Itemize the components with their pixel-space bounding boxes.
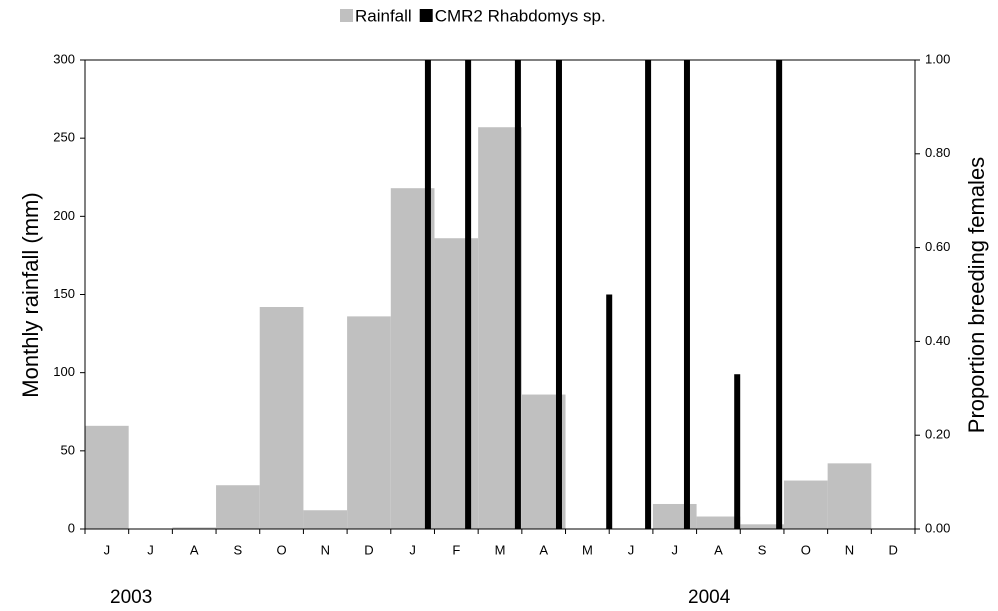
x-tick-label: J [628,542,635,557]
bar [172,527,217,529]
x-tick-label: J [104,542,111,557]
y-tick-label: 250 [53,130,75,145]
x-tick-label: A [539,542,548,557]
bar [783,480,828,529]
x-tick-label: M [582,542,593,557]
y-axis-title: Monthly rainfall (mm) [18,192,43,397]
x-tick-label: O [801,542,811,557]
x-tick-label: J [671,542,678,557]
y2-tick-label: 0.20 [925,427,950,442]
x-tick-label: F [452,542,460,557]
breeding-bar [514,60,521,529]
y-tick-label: 200 [53,208,75,223]
x-tick-label: J [147,542,154,557]
bar [434,238,479,529]
bar [652,503,697,529]
bar [303,510,348,529]
bar [216,485,260,529]
breeding-bar [645,60,652,529]
x-tick-label: M [495,542,506,557]
breeding-bar [734,374,741,529]
breeding-bar [465,60,472,529]
bar [696,516,741,529]
legend-label: Rainfall [355,6,412,25]
bar [85,425,129,529]
y-tick-label: 150 [53,286,75,301]
bar [347,316,391,529]
x-tick-label: S [758,542,767,557]
y-tick-label: 300 [53,51,75,66]
breeding-bar [776,60,783,529]
breeding-bar [683,60,690,529]
x-tick-label: S [234,542,243,557]
breeding-bar [606,294,613,529]
y2-axis-title: Proportion breeding females [964,157,989,433]
year-label: 2003 [110,587,152,608]
x-tick-label: D [364,542,373,557]
y2-tick-label: 0.00 [925,520,950,535]
bar [740,524,784,529]
x-tick-label: N [321,542,330,557]
y2-tick-label: 1.00 [925,51,950,66]
bar [827,463,872,529]
y-tick-label: 50 [61,442,75,457]
breeding-bar [424,60,431,529]
x-tick-label: O [277,542,287,557]
y2-tick-label: 0.40 [925,333,950,348]
y-tick-label: 100 [53,364,75,379]
y2-tick-label: 0.60 [925,239,950,254]
x-tick-label: D [888,542,897,557]
legend-label: CMR2 Rhabdomys sp. [435,6,606,25]
bar [259,307,304,529]
x-tick-label: N [845,542,854,557]
x-tick-label: J [409,542,416,557]
y-tick-label: 0 [68,520,75,535]
year-label: 2004 [688,587,731,608]
legend-swatch [419,9,433,22]
x-tick-label: A [714,542,723,557]
legend-swatch [340,9,353,22]
y2-tick-label: 0.80 [925,145,950,160]
bar [478,127,522,530]
breeding-bar [555,60,562,529]
x-tick-label: A [190,542,199,557]
